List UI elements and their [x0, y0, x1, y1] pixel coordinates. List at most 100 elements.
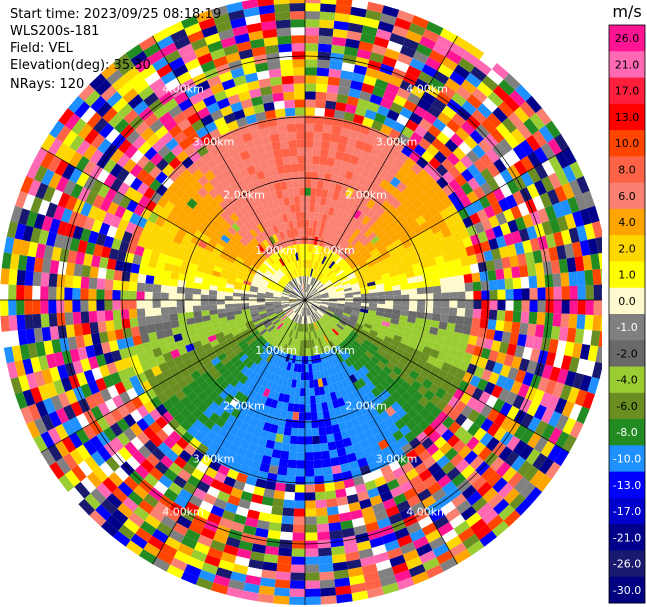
ppi-gate: [328, 232, 335, 242]
ppi-gate: [486, 177, 500, 192]
ppi-gate: [346, 257, 355, 265]
ppi-gate: [356, 243, 365, 252]
ppi-gate: [309, 286, 315, 294]
ppi-gate: [307, 268, 311, 277]
ppi-gate: [428, 156, 442, 170]
ppi-gate: [564, 243, 575, 259]
ppi-gate: [460, 79, 477, 95]
ppi-gate: [375, 196, 386, 207]
ppi-gate: [339, 185, 349, 196]
ppi-gate: [493, 173, 507, 188]
ppi-gate: [419, 36, 437, 50]
ppi-gate: [341, 62, 356, 73]
ppi-gate: [354, 106, 368, 117]
ppi-gate: [402, 37, 420, 51]
ppi-gate: [319, 156, 328, 166]
colorbar-tick-label: 4.0: [618, 216, 636, 229]
ppi-gate: [364, 228, 374, 238]
ppi-gate: [560, 272, 570, 287]
ppi-gate: [528, 275, 538, 289]
ppi-gate: [346, 137, 358, 148]
ppi-gate: [409, 58, 426, 72]
ppi-gate: [414, 124, 428, 138]
ppi-gate: [367, 281, 376, 287]
ppi-gate: [343, 46, 359, 57]
ppi-gate: [601, 284, 602, 300]
ppi-gate: [462, 236, 473, 248]
ppi-gate: [331, 234, 338, 243]
ppi-gate: [455, 85, 472, 101]
ppi-gate: [308, 219, 314, 229]
ppi-gate: [359, 124, 372, 136]
ppi-gate: [593, 284, 602, 300]
ppi-gate: [310, 268, 314, 277]
ppi-gate: [361, 300, 370, 304]
ppi-gate: [404, 214, 416, 225]
colorbar-tick-label: 0.0: [618, 295, 636, 308]
ppi-gate: [350, 121, 363, 133]
ppi-gate: [334, 12, 351, 23]
ppi-gate: [503, 73, 521, 91]
ppi-gate: [321, 265, 327, 274]
ppi-gate: [511, 230, 523, 244]
ppi-gate: [501, 117, 518, 134]
ppi-gate: [413, 144, 427, 157]
ppi-gate: [518, 228, 530, 242]
ppi-gate: [555, 168, 569, 186]
ppi-gate: [507, 219, 519, 234]
ppi-gate: [357, 276, 367, 283]
ppi-gate: [377, 295, 386, 300]
ppi-gate: [353, 64, 368, 76]
ppi-gate: [469, 263, 480, 274]
ppi-gate: [340, 262, 349, 270]
ppi-gate: [367, 231, 377, 241]
ppi-gate: [449, 42, 467, 58]
colorbar-tick-label: 1.0: [618, 269, 636, 282]
ppi-gate: [312, 297, 321, 300]
ppi-gate: [379, 178, 390, 190]
ppi-gate: [534, 223, 546, 238]
ppi-gate: [363, 252, 373, 261]
ppi-gate: [307, 251, 311, 261]
ppi-gate: [337, 85, 351, 96]
ppi-gate: [312, 278, 318, 287]
colorbar-tick-label: -21.0: [613, 531, 641, 544]
ppi-gate: [305, 292, 308, 300]
ppi-gate: [469, 129, 484, 145]
ppi-gate: [341, 280, 350, 286]
ppi-gate: [499, 222, 512, 236]
ppi-gate: [465, 300, 474, 309]
ppi-gate: [451, 112, 467, 128]
ppi-gate: [321, 213, 328, 223]
ppi-gate: [305, 293, 311, 300]
ppi-gate: [396, 114, 410, 127]
ppi-gate: [569, 285, 578, 300]
ppi-gate: [353, 240, 362, 249]
ppi-gate: [342, 241, 351, 251]
ppi-gate: [305, 251, 308, 260]
ppi-gate: [460, 182, 474, 196]
ppi-gate: [307, 284, 310, 293]
ppi-gate: [305, 35, 319, 44]
ppi-gate: [360, 289, 369, 295]
ppi-gate: [341, 230, 349, 240]
ppi-gate: [343, 111, 355, 122]
ppi-gate: [447, 242, 458, 253]
ppi-gate: [305, 219, 310, 228]
ppi-gate: [424, 187, 436, 199]
ppi-gate: [334, 235, 342, 245]
ppi-gate: [390, 252, 401, 261]
ppi-gate: [319, 19, 335, 29]
ppi-gate: [385, 300, 394, 305]
ppi-gate: [571, 241, 583, 258]
ppi-gate: [516, 253, 527, 267]
ppi-gate: [407, 92, 422, 106]
ppi-gate: [448, 284, 458, 293]
ppi-gate: [334, 267, 343, 275]
ppi-gate: [392, 257, 403, 266]
ppi-gate: [382, 90, 397, 103]
ppi-gate: [317, 212, 324, 222]
ppi-gate: [305, 187, 311, 196]
ppi-gate: [348, 259, 357, 267]
